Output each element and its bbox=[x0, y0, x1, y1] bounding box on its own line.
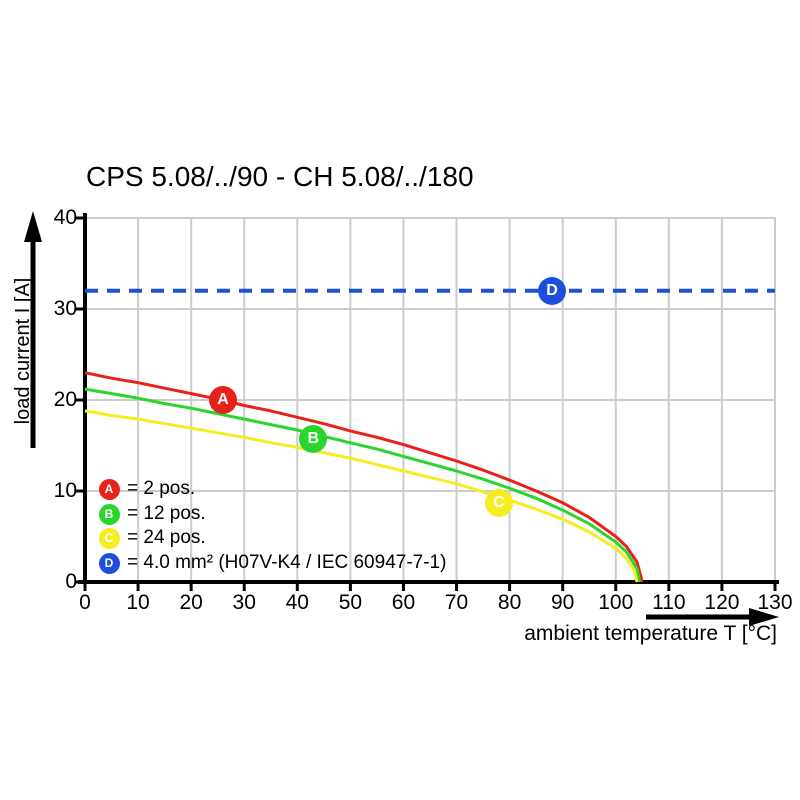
curve-marker-B: B bbox=[299, 425, 328, 454]
x-tick-label: 0 bbox=[79, 591, 91, 614]
legend-text-A: = 2 pos. bbox=[127, 478, 196, 499]
legend-swatch-A: A bbox=[98, 478, 120, 500]
x-tick-label: 70 bbox=[444, 591, 469, 614]
x-tick-label: 130 bbox=[757, 591, 793, 614]
x-tick-label: 10 bbox=[126, 591, 150, 614]
curve-marker-C: C bbox=[485, 488, 513, 517]
x-tick-label: 60 bbox=[391, 591, 416, 614]
curve-C bbox=[84, 409, 639, 583]
y-tick-label: 0 bbox=[65, 570, 77, 593]
curve-B bbox=[84, 387, 642, 583]
y-tick-label: 30 bbox=[53, 297, 77, 320]
chart-title: CPS 5.08/../90 - CH 5.08/../180 bbox=[86, 161, 474, 192]
x-tick-label: 100 bbox=[598, 591, 634, 614]
legend-swatch-C: C bbox=[98, 527, 120, 549]
legend-swatch-B: B bbox=[98, 503, 120, 525]
x-axis-arrow-head bbox=[749, 608, 779, 626]
legend-swatch-D: D bbox=[98, 552, 120, 574]
legend-text-D: = 4.0 mm² (H07V-K4 / IEC 60947-7-1) bbox=[127, 552, 447, 573]
y-tick-label: 40 bbox=[53, 206, 77, 229]
x-tick-label: 50 bbox=[338, 591, 363, 614]
y-tick-label: 10 bbox=[53, 479, 77, 502]
curve-marker-D: D bbox=[538, 276, 567, 305]
y-axis-arrow-head bbox=[24, 211, 42, 242]
x-tick-label: 120 bbox=[704, 591, 740, 614]
x-tick-label: 90 bbox=[551, 591, 575, 614]
x-tick-label: 20 bbox=[179, 591, 203, 614]
x-tick-label: 40 bbox=[285, 591, 309, 614]
x-axis-label: ambient temperature T [°C] bbox=[524, 622, 777, 645]
x-tick-label: 110 bbox=[652, 591, 686, 614]
y-axis-label: load current I [A] bbox=[12, 277, 34, 425]
curve-A bbox=[84, 371, 644, 583]
x-tick-label: 80 bbox=[497, 591, 522, 614]
x-tick-label: 30 bbox=[232, 591, 256, 614]
curve-marker-A: A bbox=[209, 386, 237, 414]
y-tick-label: 20 bbox=[53, 388, 77, 411]
legend-text-B: = 12 pos. bbox=[127, 503, 206, 524]
legend-text-C: = 24 pos. bbox=[127, 527, 206, 548]
